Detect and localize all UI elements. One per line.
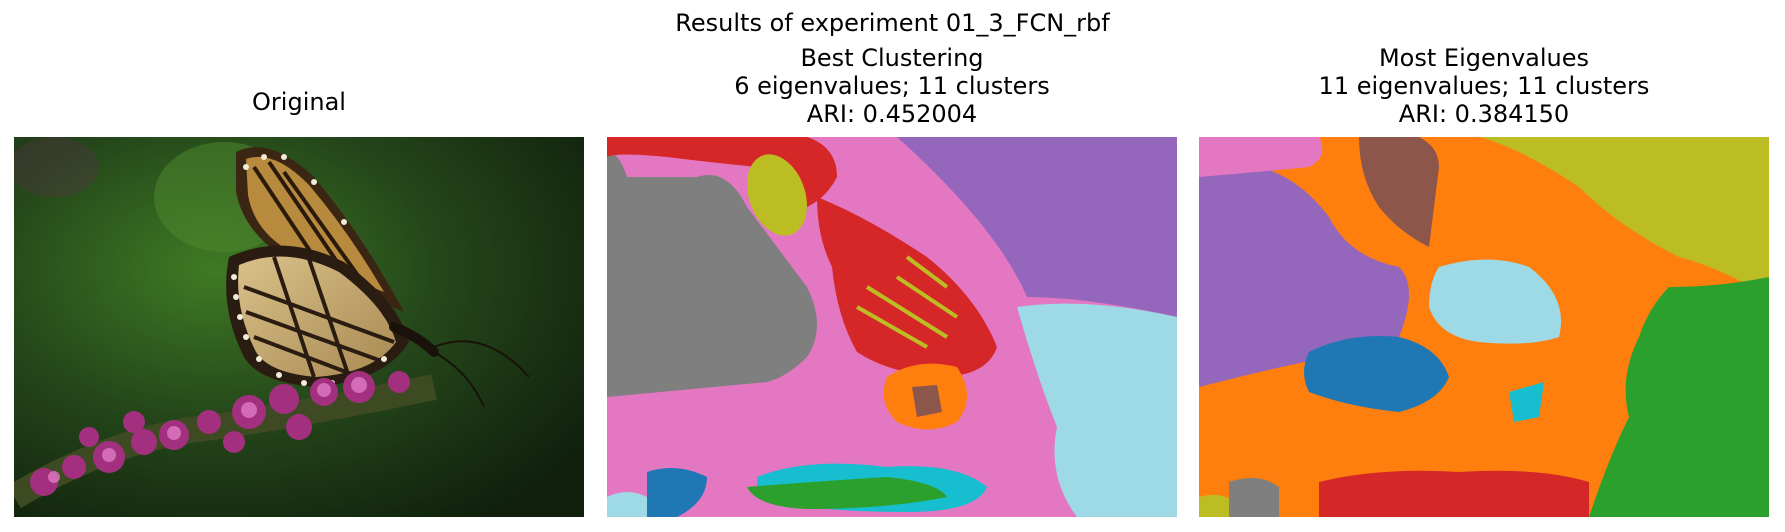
figure-suptitle: Results of experiment 01_3_FCN_rbf xyxy=(675,9,1110,37)
most-eigenvalues-map xyxy=(1199,137,1769,517)
panel-subtitle-eigenvalues: 6 eigenvalues; 11 clusters xyxy=(734,72,1050,100)
original-image xyxy=(14,137,584,517)
panel-subtitle-ari: ARI: 0.384150 xyxy=(1398,100,1570,128)
panel-title: Most Eigenvalues xyxy=(1378,44,1590,72)
panel-title: Best Clustering xyxy=(800,44,984,72)
panel-subtitle-eigenvalues: 11 eigenvalues; 11 clusters xyxy=(1318,72,1650,100)
panel-subtitle-ari: ARI: 0.452004 xyxy=(806,100,978,128)
best-clustering-map xyxy=(607,137,1177,517)
panel-title: Original xyxy=(252,88,346,116)
